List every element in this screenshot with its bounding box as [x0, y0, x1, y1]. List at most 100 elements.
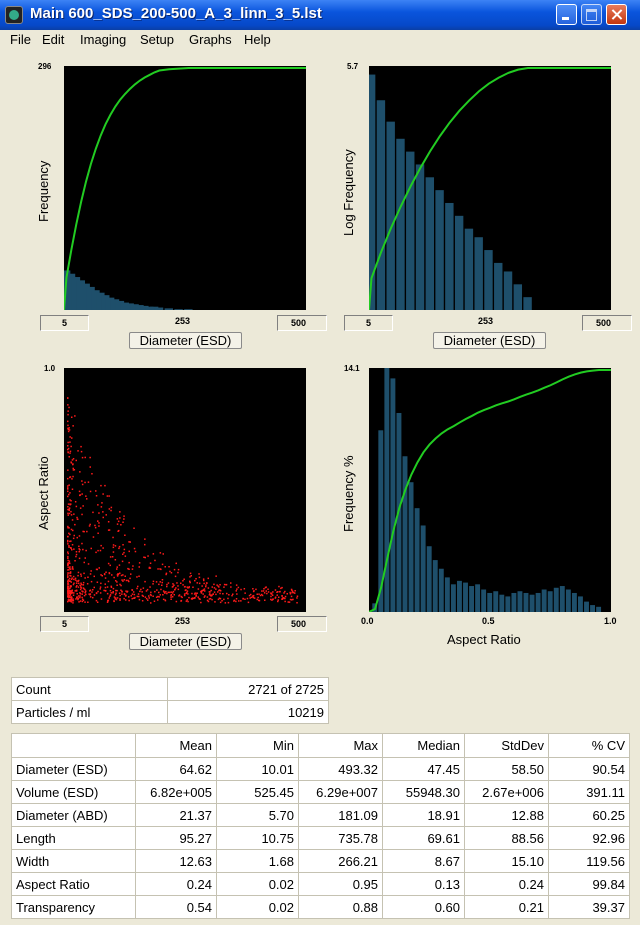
freq-xmax-field[interactable]: 500 — [277, 315, 327, 331]
scatter-point — [208, 594, 211, 596]
scatter-point — [87, 563, 90, 565]
scatter-point — [284, 595, 287, 598]
scatter-point — [96, 601, 99, 603]
histogram-bar — [578, 596, 583, 612]
scatter-point — [177, 568, 180, 571]
menu-graphs[interactable]: Graphs — [189, 32, 232, 47]
scatter-point — [248, 594, 251, 597]
histogram-bar — [105, 297, 115, 310]
scatter-point — [272, 598, 274, 600]
scatter-point — [76, 585, 78, 587]
scatter-point — [162, 598, 165, 601]
scatter-point — [103, 573, 106, 576]
scatter-point — [104, 484, 106, 487]
scatter-point — [164, 566, 166, 568]
scatter-point — [123, 551, 125, 554]
scatter-point — [205, 585, 207, 588]
scatter-point — [82, 599, 85, 601]
scatter-point — [69, 591, 72, 593]
scatter-point — [270, 595, 272, 598]
scatter-point — [72, 599, 75, 602]
scatter-point — [76, 536, 78, 539]
scatter-point — [75, 598, 77, 600]
scatter-point — [115, 598, 118, 601]
scatter-point — [206, 596, 209, 598]
menu-help[interactable]: Help — [244, 32, 271, 47]
histogram-bar — [571, 592, 577, 612]
scatter-point — [132, 597, 135, 599]
scatter-point — [124, 595, 127, 597]
maximize-button[interactable] — [581, 4, 602, 25]
scatter-point — [67, 525, 69, 528]
logfreq-xmax-field[interactable]: 500 — [582, 315, 632, 331]
scatter-point — [133, 527, 135, 529]
scatter-point — [210, 594, 213, 597]
app-icon[interactable] — [5, 6, 23, 24]
scatter-point — [246, 597, 249, 600]
scatter-point — [112, 544, 115, 546]
aspect-xaxis-button[interactable]: Diameter (ESD) — [129, 633, 242, 650]
summary-label: Particles / ml — [11, 700, 168, 724]
scatter-point — [141, 591, 143, 593]
aspect-xmax-field[interactable]: 500 — [277, 616, 327, 632]
log-frequency-histogram-svg — [369, 67, 611, 310]
minimize-button[interactable] — [556, 4, 577, 25]
histogram-bar — [541, 589, 547, 612]
scatter-point — [89, 523, 91, 526]
scatter-point — [133, 547, 136, 550]
stats-cell: 119.56 — [548, 849, 630, 873]
logfreq-ylabel: Log Frequency — [341, 149, 356, 236]
scatter-point — [118, 547, 120, 550]
scatter-point — [79, 600, 82, 602]
scatter-point — [119, 572, 121, 574]
scatter-point — [283, 592, 285, 594]
scatter-point — [177, 588, 180, 591]
scatter-point — [291, 589, 293, 592]
stats-cell: 95.27 — [135, 826, 217, 850]
scatter-point — [247, 601, 250, 604]
scatter-point — [149, 593, 152, 596]
scatter-point — [76, 580, 78, 582]
scatter-point — [79, 593, 82, 595]
stats-row-label: Transparency — [11, 895, 136, 919]
scatter-point — [223, 586, 225, 588]
scatter-point — [115, 589, 117, 592]
scatter-point — [270, 593, 273, 595]
scatter-point — [183, 594, 186, 597]
scatter-point — [67, 572, 69, 574]
freq-xaxis-button[interactable]: Diameter (ESD) — [129, 332, 242, 349]
scatter-point — [138, 575, 140, 577]
menu-file[interactable]: File — [10, 32, 31, 47]
freq-xmin-field[interactable]: 5 — [40, 315, 89, 331]
scatter-point — [207, 587, 210, 589]
scatter-point — [215, 575, 217, 577]
scatter-point — [70, 599, 72, 601]
scatter-point — [205, 584, 207, 586]
scatter-point — [71, 549, 73, 551]
scatter-point — [67, 404, 69, 406]
scatter-point — [78, 557, 81, 560]
stats-cell: 47.45 — [382, 757, 465, 781]
histogram-bar — [457, 580, 462, 612]
scatter-point — [223, 598, 225, 601]
logfreq-xaxis-button[interactable]: Diameter (ESD) — [433, 332, 546, 349]
scatter-point — [133, 593, 136, 596]
logfreq-xmin-field[interactable]: 5 — [344, 315, 393, 331]
menu-imaging[interactable]: Imaging — [80, 32, 127, 47]
menu-edit[interactable]: Edit — [42, 32, 65, 47]
scatter-point — [270, 598, 272, 601]
scatter-point — [284, 590, 286, 593]
histogram-bar — [469, 586, 474, 612]
scatter-point — [97, 590, 99, 593]
close-button[interactable] — [606, 4, 627, 25]
aspect-xmin-field[interactable]: 5 — [40, 616, 89, 632]
scatter-point — [74, 501, 77, 503]
scatter-point — [123, 518, 125, 520]
histogram-bar — [76, 280, 86, 310]
scatter-point — [84, 588, 86, 591]
table-row: Diameter (ABD) 21.37 5.70 181.09 18.91 1… — [11, 803, 630, 827]
scatter-point — [81, 513, 83, 516]
scatter-point — [67, 569, 69, 571]
menu-setup[interactable]: Setup — [140, 32, 174, 47]
histogram-bar — [438, 568, 444, 612]
